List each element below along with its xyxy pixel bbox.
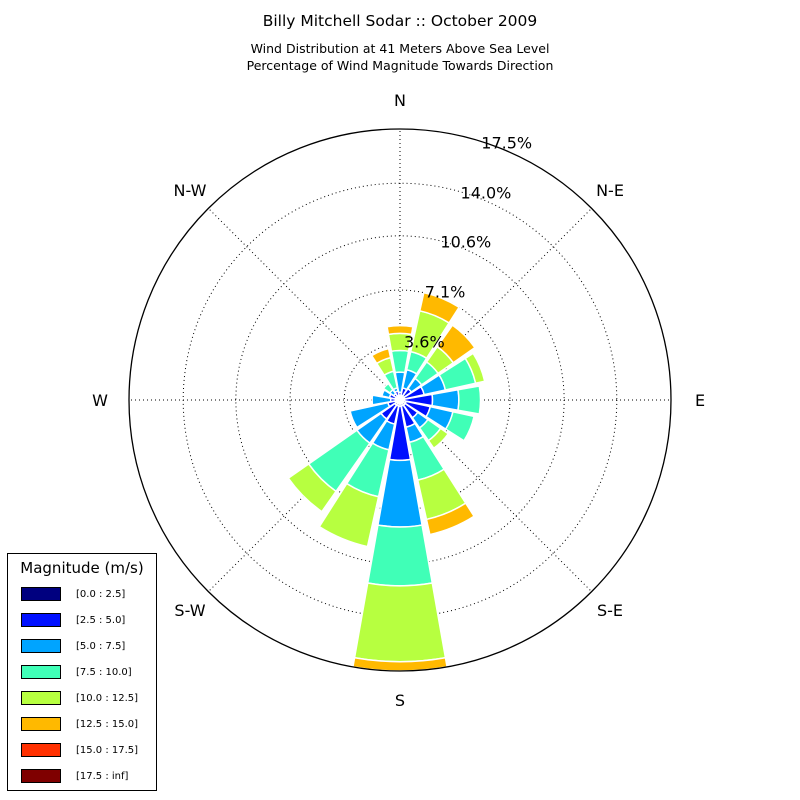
outer-circle xyxy=(128,128,672,672)
chart-subtitle-line2: Percentage of Wind Magnitude Towards Dir… xyxy=(246,58,554,73)
wind-wedge-202.5deg-bin4 xyxy=(318,482,380,548)
radial-tick-label: 3.6% xyxy=(404,332,445,351)
legend-swatch xyxy=(21,717,61,731)
radial-tick-label: 17.5% xyxy=(481,134,532,153)
legend-label: [12.5 : 15.0] xyxy=(76,719,139,730)
legend-label: [0.0 : 2.5] xyxy=(76,589,126,600)
wind-wedge-67.5deg-bin4 xyxy=(464,352,486,385)
legend-swatch xyxy=(21,639,61,653)
wind-wedge-90deg-bin2 xyxy=(431,388,460,412)
chart-subtitle-line1: Wind Distribution at 41 Meters Above Sea… xyxy=(250,41,550,56)
direction-label-e: E xyxy=(695,391,705,410)
wind-wedge-337.5deg-bin5 xyxy=(370,347,392,365)
wind-wedge-90deg-bin3 xyxy=(457,385,482,415)
direction-label-n-e: N-E xyxy=(596,181,624,200)
wind-wedge-180deg-bin3 xyxy=(366,524,434,587)
wind-wedge-112.5deg-bin3 xyxy=(444,410,475,442)
wind-wedge-135deg-bin4 xyxy=(427,427,450,450)
legend-swatch xyxy=(21,665,61,679)
direction-label-n: N xyxy=(394,91,406,110)
legend-swatch xyxy=(21,691,61,705)
legend-swatch xyxy=(21,587,61,601)
wind-wedge-22.5deg-bin5 xyxy=(418,291,461,324)
wind-wedge-225deg-bin4 xyxy=(287,462,338,513)
wind-wedge-45deg-bin5 xyxy=(436,324,476,364)
wind-wedge-0deg-bin3 xyxy=(390,349,410,374)
legend-label: [2.5 : 5.0] xyxy=(76,615,126,626)
radial-tick-label: 10.6% xyxy=(440,232,491,251)
direction-label-s: S xyxy=(395,691,405,710)
legend-title: Magnitude (m/s) xyxy=(20,559,144,577)
legend-swatch xyxy=(21,769,61,783)
grid-spoke xyxy=(208,208,401,401)
direction-label-s-e: S-E xyxy=(597,601,623,620)
wind-wedge-0deg-bin5 xyxy=(386,324,414,336)
legend-swatch xyxy=(21,613,61,627)
legend-label: [10.0 : 12.5] xyxy=(76,693,139,704)
wind-wedge-180deg-bin4 xyxy=(353,582,447,663)
legend-label: [15.0 : 17.5] xyxy=(76,745,139,756)
radial-tick-label: 7.1% xyxy=(425,282,466,301)
legend: Magnitude (m/s) [0.0 : 2.5] [2.5 : 5.0] [5… xyxy=(7,553,157,791)
legend-label: [17.5 : inf] xyxy=(76,771,129,782)
direction-label-n-w: N-W xyxy=(174,181,207,200)
wind-wedge-157.5deg-bin5 xyxy=(425,502,476,536)
direction-label-s-w: S-W xyxy=(174,601,205,620)
direction-label-w: W xyxy=(92,391,108,410)
legend-swatch xyxy=(21,743,61,757)
legend-label: [7.5 : 10.0] xyxy=(76,667,132,678)
legend-label: [5.0 : 7.5] xyxy=(76,641,126,652)
radial-tick-label: 14.0% xyxy=(461,184,512,203)
chart-title: Billy Mitchell Sodar :: October 2009 xyxy=(262,12,538,30)
